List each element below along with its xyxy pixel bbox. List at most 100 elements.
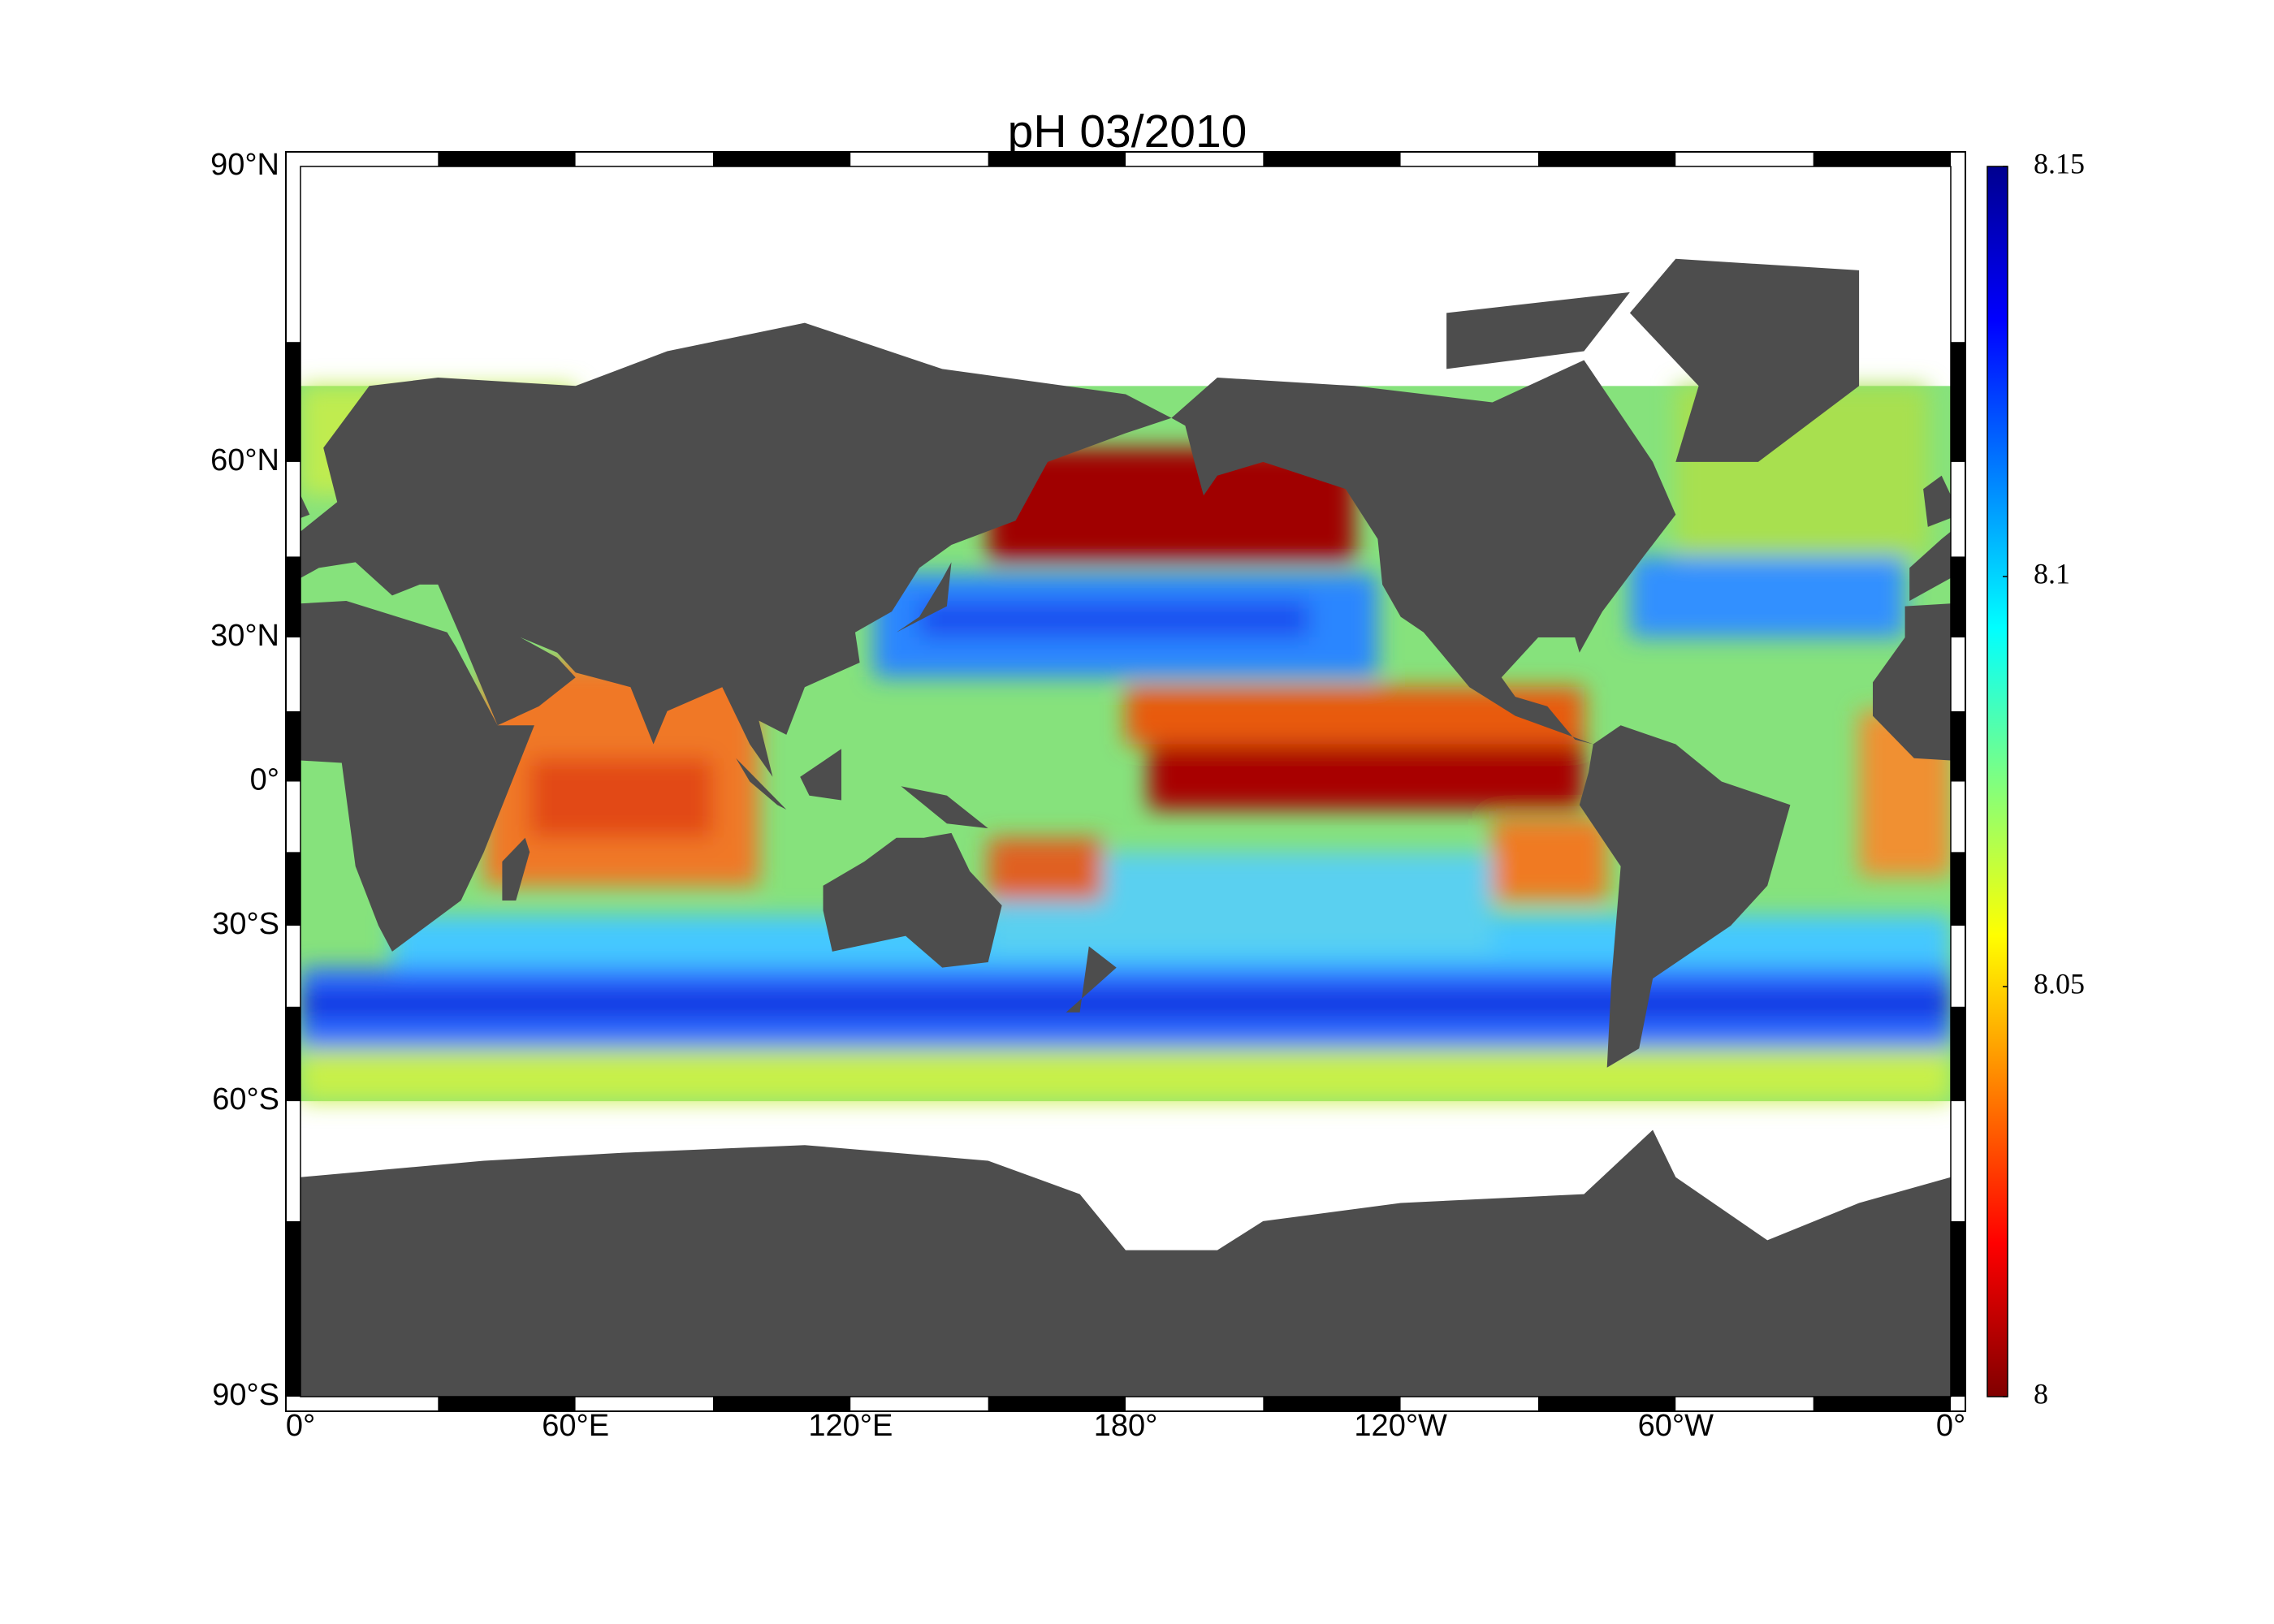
land — [1909, 531, 1951, 601]
frame-segment — [1126, 152, 1264, 166]
lat-label: 30°N — [210, 619, 279, 653]
lat-label: 30°S — [212, 907, 279, 941]
frame-segment — [286, 166, 300, 343]
land — [502, 837, 530, 901]
land — [1579, 725, 1791, 1068]
lat-label: 90°S — [212, 1378, 279, 1412]
land — [1066, 946, 1117, 1013]
frame-segment — [1951, 925, 1965, 1007]
frame-segment — [575, 152, 713, 166]
ocean-patch — [919, 600, 1309, 638]
frame-segment — [438, 1397, 576, 1411]
colorbar-tick-label: 8.1 — [2034, 557, 2070, 590]
frame-segment — [1951, 166, 1965, 343]
frame-segment — [1951, 342, 1965, 462]
frame-segment — [1951, 852, 1965, 926]
frame-segment — [1400, 1397, 1538, 1411]
land — [2112, 637, 2226, 725]
colorbar-tick-label: 8 — [2034, 1377, 2048, 1410]
frame-segment — [286, 637, 300, 711]
frame-segment — [286, 1006, 300, 1102]
lat-label: 60°N — [210, 443, 279, 477]
map-title: pH 03/2010 — [1008, 106, 1247, 158]
frame-segment — [286, 710, 300, 782]
land-layer — [300, 258, 2226, 1397]
lon-label: 120°E — [808, 1409, 893, 1443]
frame-segment — [286, 342, 300, 462]
frame-segment — [1400, 152, 1538, 166]
frame-segment — [1951, 710, 1965, 782]
ocean-patches — [300, 386, 1951, 1102]
frame-outline — [285, 151, 1966, 1412]
frame-segment — [438, 152, 576, 166]
frame-segment — [988, 1397, 1126, 1411]
land — [896, 562, 952, 633]
frame-segment — [286, 1101, 300, 1221]
land — [2152, 838, 2180, 901]
colorbar-tick-label: 8.15 — [2034, 147, 2085, 179]
ocean-patch — [1492, 818, 1607, 901]
frame-segment — [1538, 1397, 1676, 1411]
land — [460, 637, 576, 726]
lat-label: 90°N — [210, 148, 279, 182]
colorbar: 8 8.05 8.1 8.15 — [1987, 147, 2085, 1410]
land — [1629, 258, 1860, 462]
frame-segment — [1538, 152, 1676, 166]
land — [300, 495, 310, 519]
frame-segment — [713, 152, 851, 166]
land — [901, 786, 988, 829]
frame-segment — [1951, 781, 1965, 853]
ocean-patch — [1148, 744, 1584, 810]
frame-segment — [1675, 1397, 1814, 1411]
ocean-patch — [300, 1048, 1951, 1102]
lat-label: 0° — [250, 763, 279, 797]
lon-label: 60°W — [1638, 1409, 1714, 1443]
ocean-patch — [300, 989, 1951, 1019]
frame-segment — [1951, 1220, 1965, 1397]
ph-field — [300, 386, 1951, 1102]
frame-segment — [1951, 637, 1965, 711]
frame-segment — [286, 781, 300, 853]
colorbar-tick-label: 8.05 — [2034, 967, 2085, 1000]
land — [1923, 475, 1951, 527]
land — [736, 758, 787, 810]
frame-segment — [286, 852, 300, 926]
frame-segment — [1126, 1397, 1264, 1411]
ocean-patch — [530, 758, 713, 838]
frame-segment — [850, 1397, 988, 1411]
lon-label: 120°W — [1354, 1409, 1447, 1443]
frame-segment — [988, 152, 1126, 166]
frame-segment — [300, 152, 439, 166]
land — [300, 322, 1172, 777]
frame-segment — [286, 1220, 300, 1397]
lon-label: 180° — [1094, 1409, 1158, 1443]
frame-segment — [1675, 152, 1814, 166]
ocean-patch — [988, 837, 1103, 901]
land — [1171, 360, 1676, 745]
frame-segment — [1263, 152, 1401, 166]
frame-segment — [1951, 461, 1965, 557]
frame-segment — [286, 925, 300, 1007]
frame-segment — [286, 461, 300, 557]
land — [823, 832, 1002, 968]
land — [300, 601, 534, 952]
lon-label: 0° — [1936, 1409, 1965, 1443]
frame-segment — [1263, 1397, 1401, 1411]
frame-segment — [1813, 1397, 1951, 1411]
frame-segment — [713, 1397, 851, 1411]
lon-label: 60°E — [542, 1409, 609, 1443]
frame-segment — [575, 1397, 713, 1411]
ocean-patch — [1629, 556, 1905, 638]
frame-segment — [300, 1397, 439, 1411]
land — [1873, 603, 1951, 761]
frame-segment — [1951, 1101, 1965, 1221]
land — [1446, 292, 1630, 369]
frame-segment — [1813, 152, 1951, 166]
land — [800, 749, 841, 801]
map-frame — [285, 151, 1966, 1412]
lat-label: 60°S — [212, 1082, 279, 1116]
frame-segment — [1951, 1006, 1965, 1102]
frame-segment — [850, 152, 988, 166]
